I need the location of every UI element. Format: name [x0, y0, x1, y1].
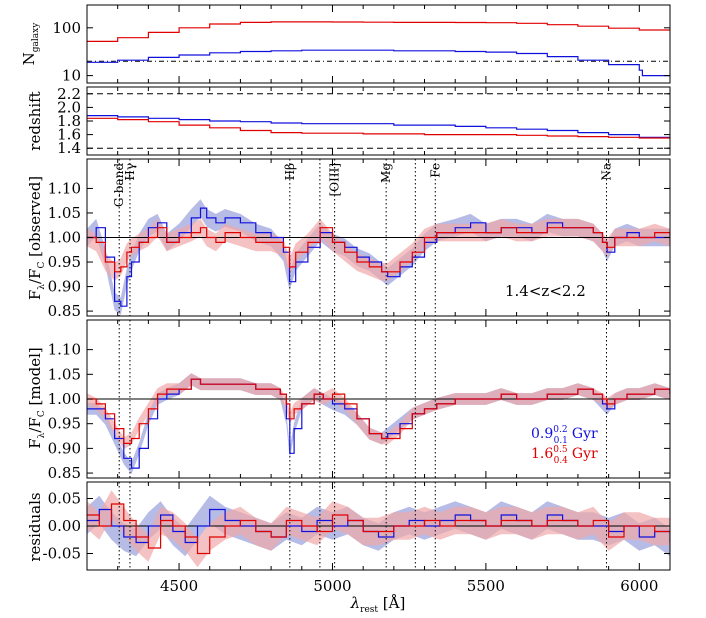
- panels: 101001.41.61.82.02.20.850.900.951.001.05…: [43, 4, 671, 595]
- y-tick-label: 1.8: [57, 112, 81, 130]
- age-blue-sub: 0.1: [554, 436, 568, 446]
- y-tick-label: 0.05: [48, 490, 81, 508]
- ylabel-model: Fλ/FC [model]: [26, 347, 47, 449]
- y-tick-label: 1.10: [48, 179, 81, 197]
- xlabel-lambda: λ: [350, 594, 361, 612]
- plot-area-observed: [87, 159, 670, 316]
- panel-frame-n_galaxy: [86, 4, 671, 84]
- x-tick-label: 4500: [160, 577, 198, 595]
- panel-residuals: -0.05 0.00 0.05 4500 5000 5500 6000: [43, 481, 671, 595]
- ylabel-observed-lambda: λ: [37, 284, 47, 290]
- ylabel-redshift: redshift: [26, 91, 44, 150]
- y-tick-label: 10: [62, 67, 81, 85]
- y-tick-label: 2.0: [57, 98, 81, 116]
- series-line-red: [87, 21, 670, 42]
- y-tick-label: 2.2: [57, 85, 81, 103]
- y-tick-label: 1.05: [48, 365, 81, 383]
- plot-area-residuals: [87, 482, 670, 570]
- ylabel-model-f: F: [26, 438, 44, 448]
- age-red-unit: Gyr: [572, 446, 598, 462]
- ylabel-model-tail: [model]: [26, 347, 44, 410]
- x-tick-label: 5500: [467, 577, 505, 595]
- age-blue-annotation: 0.90.2 0.1 Gyr: [531, 425, 598, 446]
- xlabel-sub: rest: [360, 605, 378, 615]
- y-tick-label: 1.05: [48, 204, 81, 222]
- plot-area-model: [87, 320, 670, 478]
- xlabel: λrest [Å]: [350, 594, 406, 615]
- ylabel-model-c: C: [37, 410, 47, 417]
- svg-text:Fλ/FC [observed]: Fλ/FC [observed]: [26, 176, 47, 300]
- x-tick-label: 5000: [313, 577, 351, 595]
- ylabel-n-galaxy-main: N: [20, 52, 38, 65]
- ylabel-residuals: residuals: [26, 492, 44, 561]
- series-line-red: [87, 378, 670, 444]
- age-blue-value: 0.9: [531, 426, 553, 442]
- uncertainty-band-red: [87, 218, 670, 281]
- y-tick-label: 0.85: [48, 464, 81, 482]
- age-red-sub: 0.4: [554, 456, 569, 466]
- series-line-blue: [87, 115, 670, 139]
- series-line-red: [87, 227, 670, 273]
- y-tick-label: 0.95: [48, 253, 81, 271]
- panel-frame-redshift: [86, 86, 671, 156]
- line-label-Fe: Fe: [428, 163, 442, 178]
- series-line-red: [87, 503, 670, 555]
- y-tick-label: 0.00: [48, 517, 81, 535]
- y-tick-label: -0.05: [43, 545, 81, 563]
- y-tick-label: 1.00: [48, 390, 81, 408]
- ylabel-observed-f: F: [26, 290, 44, 300]
- ylabel-observed-tail: [observed]: [26, 176, 44, 262]
- line-label-Na: Na: [599, 163, 613, 181]
- ylabel-observed-c: C: [37, 262, 47, 269]
- line-label-G-band: G-band: [112, 163, 126, 207]
- age-blue-unit: Gyr: [572, 426, 598, 442]
- y-tick-label: 0.90: [48, 278, 81, 296]
- ylabel-observed-slash: /F: [26, 269, 44, 284]
- y-tick-label: 1.4: [57, 139, 81, 157]
- ylabel-redshift-text: redshift: [26, 91, 44, 150]
- y-tick-label: 1.10: [48, 341, 81, 359]
- plot-area-n_galaxy: [87, 21, 670, 77]
- y-tick-label: 0.95: [48, 415, 81, 433]
- ylabel-residuals-text: residuals: [26, 492, 44, 561]
- ylabel-n-galaxy-sub: galaxy: [31, 22, 41, 52]
- panel-n_galaxy: 10 100: [52, 4, 671, 85]
- redshift-range-annotation: 1.4<z<2.2: [505, 282, 586, 300]
- ylabel-model-slash: /F: [26, 417, 44, 432]
- panel-model: 0.85 0.90 0.95 1.00 1.05 1.10: [48, 319, 671, 482]
- series-line-blue: [87, 49, 670, 77]
- ylabel-observed: Fλ/FC [observed]: [26, 176, 47, 300]
- series-line-red: [87, 117, 670, 139]
- svg-text:Fλ/FC [model]: Fλ/FC [model]: [26, 347, 47, 449]
- x-tick-label: 6000: [620, 577, 658, 595]
- age-red-sup: 0.5: [553, 445, 568, 455]
- uncertainty-band-red: [87, 490, 670, 568]
- svg-text:Ngalaxy: Ngalaxy: [20, 22, 41, 66]
- line-label-Hβ: Hβ: [283, 163, 297, 180]
- panel-redshift: 1.41.61.82.02.2: [57, 85, 671, 157]
- line-label-Mg: Mg: [379, 163, 393, 183]
- y-tick-label: 0.85: [48, 302, 81, 320]
- y-tick-label: 1.6: [57, 126, 81, 144]
- age-red-annotation: 1.60.5 0.4 Gyr: [531, 445, 598, 466]
- age-blue-sup: 0.2: [553, 425, 567, 435]
- age-red-value: 1.6: [531, 446, 553, 462]
- ylabel-model-lambda: λ: [37, 432, 47, 438]
- xlabel-unit: [Å]: [378, 594, 405, 612]
- line-label-Hγ: Hγ: [123, 163, 137, 181]
- ylabel-n-galaxy: Ngalaxy: [20, 22, 41, 66]
- y-tick-label: 0.90: [48, 439, 81, 457]
- line-label-[OIII]: [OIII]: [328, 163, 342, 196]
- plot-area-redshift: [87, 93, 670, 149]
- y-tick-label: 1.00: [48, 229, 81, 247]
- y-tick-label: 100: [52, 19, 81, 37]
